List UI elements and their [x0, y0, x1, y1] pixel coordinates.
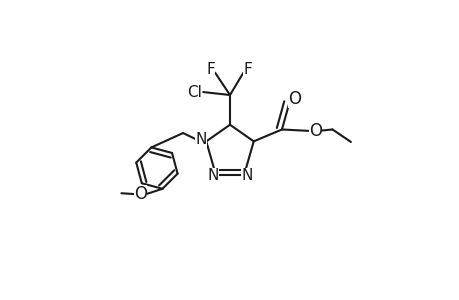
- Text: Cl: Cl: [187, 85, 202, 100]
- Text: N: N: [241, 168, 252, 183]
- Text: F: F: [206, 62, 215, 77]
- Text: O: O: [134, 185, 146, 203]
- Text: O: O: [308, 122, 321, 140]
- Text: O: O: [287, 90, 300, 108]
- Text: N: N: [207, 168, 218, 183]
- Text: F: F: [243, 62, 252, 77]
- Text: N: N: [195, 132, 206, 147]
